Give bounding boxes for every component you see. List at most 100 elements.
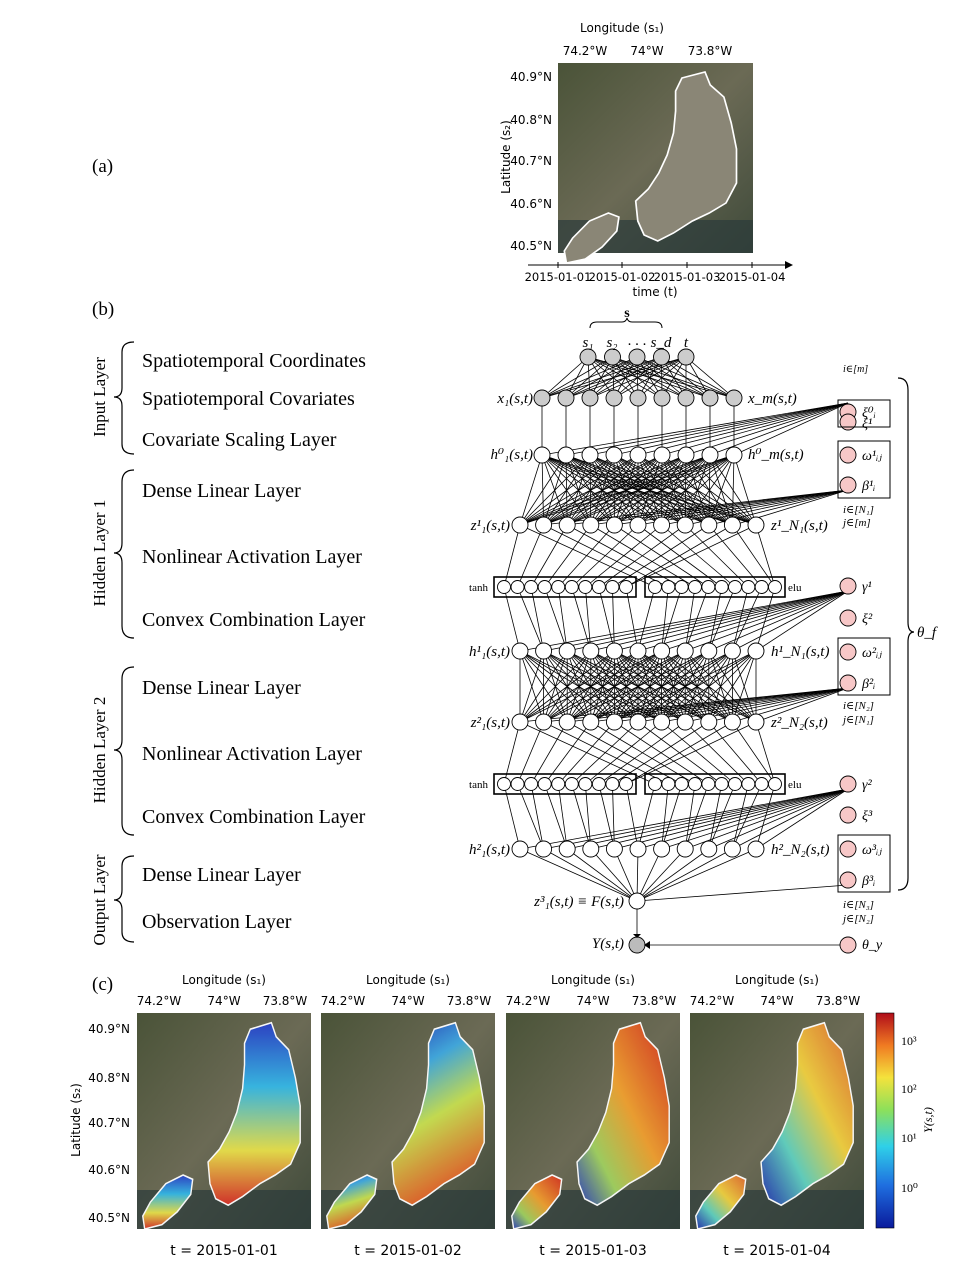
panel-c-x-tick: 73.8°W bbox=[263, 994, 308, 1008]
scaled-node bbox=[677, 446, 695, 464]
scaled-node bbox=[605, 446, 623, 464]
output-row: Dense Linear Layer bbox=[142, 864, 301, 886]
panel-a-map bbox=[558, 63, 753, 264]
combo2-node bbox=[723, 840, 741, 858]
s-brace bbox=[589, 317, 663, 329]
dense2-node bbox=[676, 713, 694, 731]
param-xi3: ξ³ bbox=[862, 809, 873, 824]
combo2-node bbox=[605, 840, 623, 858]
index-n3-i: i∈[N₃] bbox=[843, 899, 874, 911]
panel-b-label: (b) bbox=[92, 299, 114, 320]
activation-node bbox=[674, 777, 689, 791]
scaled-node bbox=[701, 446, 719, 464]
prediction-map bbox=[690, 1013, 864, 1230]
index-n1-i: i∈[N₁] bbox=[843, 504, 874, 516]
activation-node bbox=[564, 777, 579, 791]
input-row: Spatiotemporal Covariates bbox=[142, 388, 355, 410]
dense1-node bbox=[558, 516, 576, 534]
activation-node bbox=[497, 580, 511, 594]
node-label-z3: z³₁(s,t) ≡ F(s,t) bbox=[533, 894, 624, 910]
parameter-box bbox=[837, 440, 891, 499]
parameter-node bbox=[839, 775, 857, 793]
combo2-node bbox=[676, 840, 694, 858]
panel-a-time-tick: 2015-01-01 bbox=[525, 270, 592, 284]
covariate-node bbox=[533, 389, 551, 407]
panel-c-caption: t = 2015-01-01 bbox=[170, 1243, 277, 1259]
group-hidden2-label: Hidden Layer 2 bbox=[90, 697, 109, 804]
activation-node bbox=[578, 777, 593, 791]
activation-node bbox=[524, 777, 539, 791]
param-xi2: ξ² bbox=[862, 612, 873, 627]
index-n3-j: j∈[N₂] bbox=[841, 913, 874, 925]
panel-a: (a) Longitude (s₁) 74.2°W 74°W 73.8°W 40… bbox=[92, 21, 793, 299]
scaled-node bbox=[629, 446, 647, 464]
activation-node bbox=[701, 777, 716, 791]
panel-a-time-tick: 2015-01-04 bbox=[719, 270, 786, 284]
activation-node bbox=[661, 580, 676, 594]
panel-c-x-tick: 74°W bbox=[391, 994, 424, 1008]
combo1-node bbox=[582, 642, 600, 660]
colorbar-tick: 10⁰ bbox=[901, 1181, 918, 1195]
dense2-node bbox=[747, 713, 765, 731]
activation-node bbox=[728, 580, 742, 594]
coord-node bbox=[653, 348, 670, 366]
panel-c-caption: t = 2015-01-03 bbox=[539, 1243, 646, 1259]
panel-c-y-ticks: 40.9°N 40.8°N 40.7°N 40.6°N 40.5°N bbox=[88, 1022, 130, 1225]
covariate-node bbox=[725, 389, 743, 407]
param-gamma1: γ¹ bbox=[862, 580, 872, 595]
panel-a-y-tick: 40.9°N bbox=[510, 70, 552, 84]
node-label-z21: z²₁(s,t) bbox=[470, 715, 510, 731]
activation-node bbox=[510, 777, 525, 791]
combo2-node bbox=[558, 840, 576, 858]
panel-a-time-ticks: 2015-01-01 2015-01-02 2015-01-03 2015-01… bbox=[525, 262, 786, 284]
panel-b-left: (b) Input Layer Spatiotemporal Coordinat… bbox=[90, 299, 366, 946]
panel-a-time-tick: 2015-01-02 bbox=[589, 270, 656, 284]
panel-c-x-tick: 74.2°W bbox=[506, 994, 551, 1008]
panel-c-y-tick: 40.6°N bbox=[88, 1163, 130, 1177]
activation-node bbox=[728, 777, 742, 791]
combo2-node bbox=[511, 840, 529, 858]
parameter-box bbox=[837, 399, 891, 428]
combo1-node bbox=[511, 642, 529, 660]
coord-label: . . . bbox=[628, 333, 647, 349]
activation-node bbox=[741, 580, 756, 594]
hidden2-row: Dense Linear Layer bbox=[142, 677, 301, 699]
panel-a-x-ticks: 74.2°W 74°W 73.8°W bbox=[563, 44, 733, 58]
dense1-node bbox=[700, 516, 718, 534]
parameter-box bbox=[837, 637, 891, 696]
node-label-h0m: h⁰_m(s,t) bbox=[748, 447, 804, 463]
covariate-node bbox=[557, 389, 575, 407]
dense1-node bbox=[676, 516, 694, 534]
s-vector-label: s bbox=[624, 306, 630, 321]
input-row: Covariate Scaling Layer bbox=[142, 429, 337, 451]
dense2-node bbox=[535, 713, 553, 731]
dense2-node bbox=[511, 713, 529, 731]
group-hidden1-label: Hidden Layer 1 bbox=[90, 500, 109, 607]
scaled-node bbox=[581, 446, 599, 464]
activation-node bbox=[619, 777, 633, 791]
activation-node bbox=[661, 777, 676, 791]
activation-box bbox=[644, 576, 786, 598]
param-omega2: ω²ᵢⱼ bbox=[862, 646, 882, 661]
scaled-node bbox=[653, 446, 671, 464]
dense2-node bbox=[558, 713, 576, 731]
activation-node bbox=[688, 777, 702, 791]
activation-right-2: elu bbox=[788, 779, 802, 791]
activation-node bbox=[754, 580, 769, 594]
activation-node bbox=[714, 777, 729, 791]
dense2-node bbox=[700, 713, 718, 731]
panel-a-x-tick: 74°W bbox=[630, 44, 663, 58]
panel-a-y-tick: 40.8°N bbox=[510, 113, 552, 127]
activation-left-2: tanh bbox=[469, 779, 488, 791]
parameter-node bbox=[839, 871, 857, 889]
dense1-node bbox=[653, 516, 671, 534]
activation-node bbox=[605, 580, 620, 594]
combo2-node bbox=[653, 840, 671, 858]
parameter-node bbox=[839, 476, 857, 494]
panel-c-x-title: Longitude (s₁) bbox=[182, 973, 266, 987]
network-labels: s s₁ s₂ . . . s_d t x₁(s,t) x_m(s,t) h⁰₁… bbox=[469, 306, 938, 953]
observation-node bbox=[628, 936, 646, 954]
theta-f-brace bbox=[897, 377, 915, 891]
combo2-node bbox=[535, 840, 553, 858]
node-label-h01: h⁰₁(s,t) bbox=[491, 447, 533, 463]
